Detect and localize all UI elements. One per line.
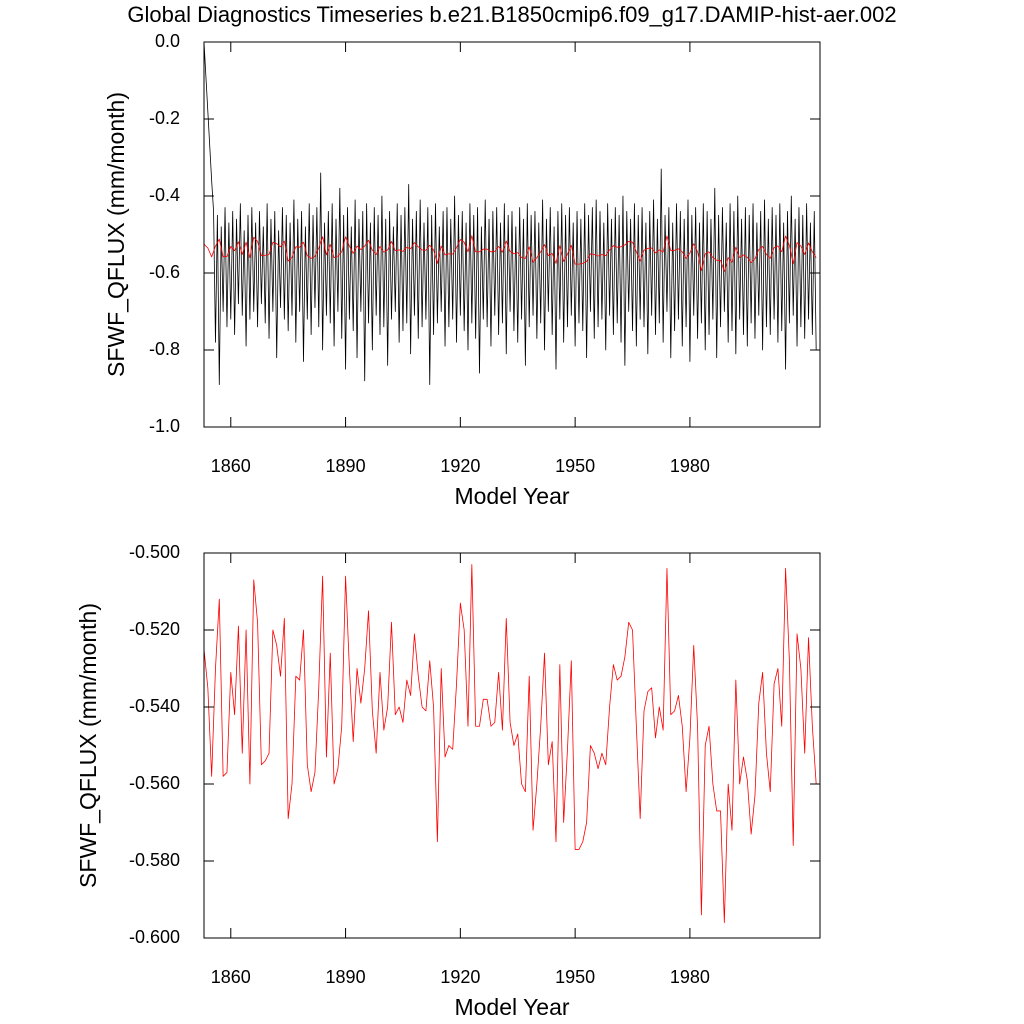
plot-frame	[203, 41, 821, 428]
y-tick-label: -0.540	[129, 696, 180, 716]
y-tick-label: -0.560	[129, 773, 180, 793]
data-line	[203, 235, 817, 272]
y-tick-label: -0.6	[149, 262, 180, 282]
y-tick-label: -0.4	[149, 185, 180, 205]
x-tick-label: 1860	[211, 456, 251, 476]
x-axis-label: Model Year	[454, 483, 569, 509]
chart-title: Global Diagnostics Timeseries b.e21.B185…	[127, 2, 896, 27]
y-tick-label: -1.0	[149, 416, 180, 436]
x-tick-label: 1890	[326, 967, 366, 987]
x-axis-label: Model Year	[454, 994, 569, 1020]
y-tick-label: -0.2	[149, 108, 180, 128]
x-tick-label: 1890	[326, 456, 366, 476]
y-tick-label: -0.8	[149, 339, 180, 359]
x-tick-label: 1860	[211, 967, 251, 987]
x-tick-label: 1950	[555, 967, 595, 987]
y-tick-label: -0.520	[129, 619, 180, 639]
x-tick-label: 1950	[555, 456, 595, 476]
plot-frame	[203, 552, 821, 939]
x-tick-label: 1980	[670, 456, 710, 476]
y-tick-label: 0.0	[155, 31, 180, 51]
x-tick-label: 1920	[440, 456, 480, 476]
y-tick-label: -0.580	[129, 850, 180, 870]
x-tick-label: 1980	[670, 967, 710, 987]
y-tick-label: -0.600	[129, 927, 180, 947]
y-tick-label: -0.500	[129, 542, 180, 562]
x-tick-label: 1920	[440, 967, 480, 987]
data-line	[203, 564, 817, 923]
data-line	[203, 41, 817, 386]
y-axis-label: SFWF_QFLUX (mm/month)	[103, 92, 129, 377]
y-axis-label: SFWF_QFLUX (mm/month)	[75, 603, 101, 888]
